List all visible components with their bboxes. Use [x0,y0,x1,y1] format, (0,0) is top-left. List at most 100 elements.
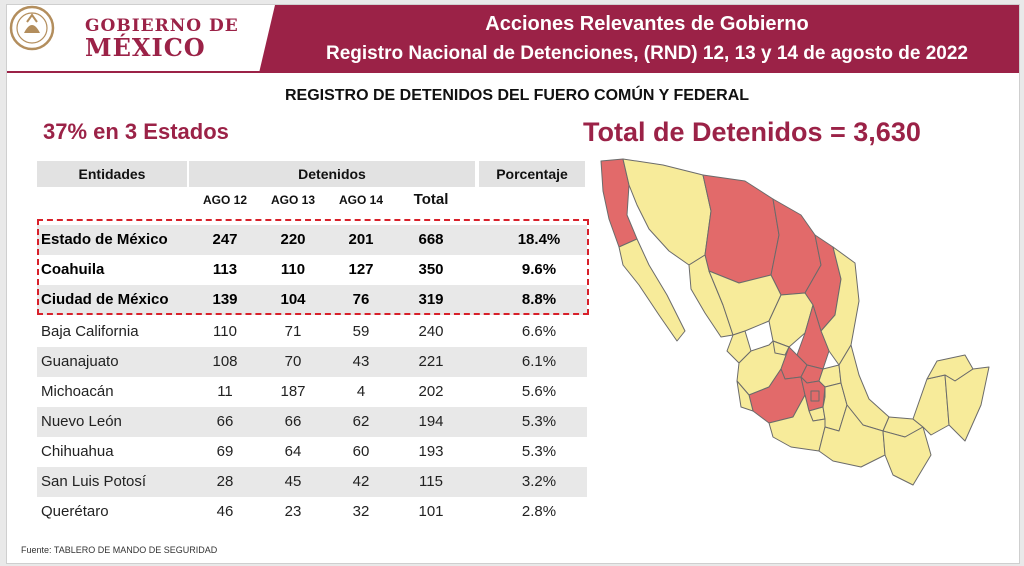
cell-total: 319 [418,291,444,308]
logo-text-top: GOBIERNO DE [85,16,239,36]
cell-ago14: 76 [352,291,370,308]
cell-entidad: Chihuahua [41,443,114,460]
cell-ago14: 42 [352,473,370,490]
cell-ago12: 139 [212,291,238,308]
table-row: Ciudad de México 139 104 76 319 8.8% [37,285,587,315]
table-row: Nuevo León 66 66 62 194 5.3% [37,407,587,437]
cell-ago13: 45 [284,473,302,490]
header: GOBIERNO DE MÉXICO Acciones Relevantes d… [7,5,1019,73]
highlight-percentage: 37% en 3 Estados [43,119,229,144]
cell-porcentaje: 9.6% [521,261,557,278]
state-chiapas [882,426,932,486]
cell-entidad: Michoacán [41,383,114,400]
table-row: Guanajuato 108 70 43 221 6.1% [37,347,587,377]
cell-entidad: Guanajuato [41,353,119,370]
cell-ago14: 127 [348,261,374,278]
subheader-ago12: AGO 12 [202,193,247,207]
cell-ago14: 4 [356,383,366,400]
table-row: Querétaro 46 23 32 101 2.8% [37,497,587,527]
logo-text-bottom: MÉXICO [85,33,206,62]
cell-entidad: Querétaro [41,503,109,520]
cell-ago13: 70 [284,353,302,370]
cell-entidad: Coahuila [41,261,105,278]
cell-total: 194 [418,413,444,430]
state-baja-california-sur [618,238,686,342]
table-row: Estado de México 247 220 201 668 18.4% [37,225,587,255]
cell-porcentaje: 3.2% [521,473,557,490]
section-title: REGISTRO DE DETENIDOS DEL FUERO COMÚN Y … [284,87,750,104]
cell-ago13: 187 [280,383,306,400]
subheader-total: Total [413,191,449,208]
cell-ago12: 69 [216,443,234,460]
state-cdmx [810,390,820,402]
cell-total: 115 [419,473,443,490]
cell-ago14: 59 [352,323,370,340]
cell-total: 101 [418,503,444,520]
subheader-ago13: AGO 13 [270,193,315,207]
header-detenidos: Detenidos [189,161,475,187]
cell-ago12: 113 [212,261,238,278]
cell-porcentaje: 6.1% [521,353,557,370]
cell-ago12: 46 [216,503,234,520]
cell-entidad: Ciudad de México [41,291,169,308]
state-guerrero [768,394,826,452]
cell-ago14: 60 [352,443,370,460]
table-row: Baja California 110 71 59 240 6.6% [37,317,587,347]
cell-ago12: 108 [212,353,238,370]
cell-porcentaje: 5.3% [521,413,557,430]
cell-ago13: 110 [280,261,306,278]
cell-ago12: 110 [213,323,237,340]
header-porcentaje: Porcentaje [479,161,585,187]
cell-entidad: Nuevo León [41,413,122,430]
table-row: Chihuahua 69 64 60 193 5.3% [37,437,587,467]
cell-porcentaje: 5.6% [521,383,557,400]
cell-entidad: Baja California [41,323,139,340]
source-note: Fuente: TABLERO DE MANDO DE SEGURIDAD [21,545,218,555]
cell-porcentaje: 18.4% [517,231,561,248]
cell-porcentaje: 8.8% [521,291,557,308]
header-subtitle: Registro Nacional de Detenciones, (RND) … [326,43,968,64]
state-aguascalientes [772,340,790,356]
total-detained: Total de Detenidos = 3,630 [583,117,921,147]
cell-ago12: 247 [212,231,238,248]
cell-ago14: 32 [352,503,370,520]
cell-entidad: Estado de México [41,231,168,248]
cell-ago14: 43 [352,353,370,370]
state-colima [736,380,754,412]
cell-total: 668 [418,231,444,248]
cell-porcentaje: 2.8% [521,503,557,520]
cell-entidad: San Luis Potosí [41,473,147,490]
table-row: Coahuila 113 110 127 350 9.6% [37,255,587,285]
cell-ago13: 71 [284,323,302,340]
cell-ago12: 11 [217,383,233,400]
state-tamaulipas [820,246,860,366]
cell-ago13: 66 [284,413,302,430]
cell-total: 221 [418,353,444,370]
cell-ago13: 64 [284,443,302,460]
cell-ago13: 23 [284,503,302,520]
table-row: Michoacán 11 187 4 202 5.6% [37,377,587,407]
subheader-ago14: AGO 14 [338,193,383,207]
state-oaxaca [818,404,886,468]
state-quintana-roo [944,366,990,442]
header-title: Acciones Relevantes de Gobierno [485,13,809,35]
cell-total: 202 [418,383,444,400]
state-chihuahua [702,174,780,284]
cell-ago12: 28 [216,473,234,490]
header-entidades: Entidades [37,161,187,187]
cell-porcentaje: 5.3% [521,443,557,460]
table-row: San Luis Potosí 28 45 42 115 3.2% [37,467,587,497]
cell-ago14: 201 [348,231,374,248]
mexico-map [600,158,990,486]
coat-of-arms-icon [9,5,55,51]
cell-ago14: 62 [352,413,370,430]
header-band [7,5,1019,73]
cell-total: 350 [418,261,444,278]
cell-ago13: 104 [280,291,306,308]
cell-total: 193 [418,443,444,460]
slide: GOBIERNO DE MÉXICO Acciones Relevantes d… [6,4,1020,564]
top3-highlight-box [37,219,589,315]
cell-porcentaje: 6.6% [521,323,557,340]
cell-ago13: 220 [280,231,306,248]
cell-ago12: 66 [216,413,234,430]
